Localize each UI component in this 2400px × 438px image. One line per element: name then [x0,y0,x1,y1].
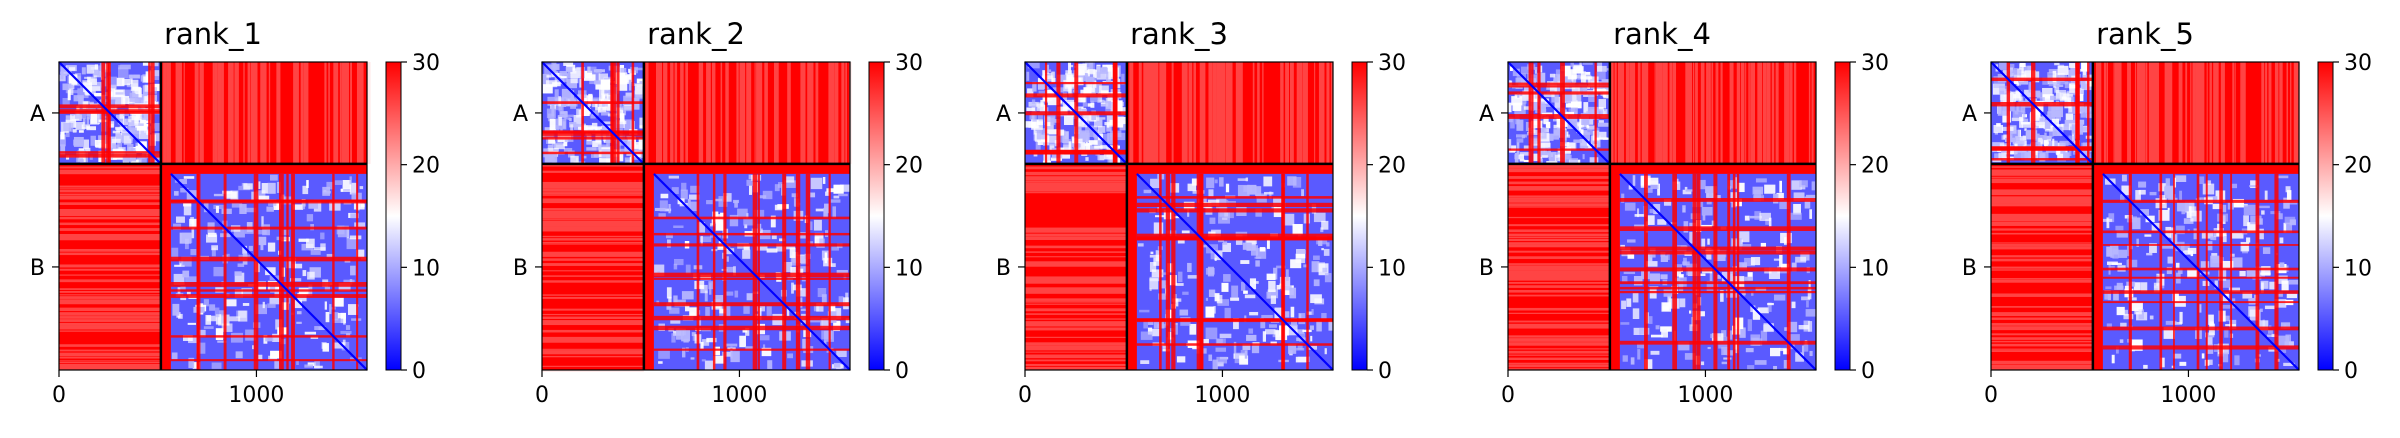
chain-b-block [1136,173,1334,371]
heatmap-panel-5: rank_5 A B 0 1000 0 10 20 30 [1962,17,2372,408]
colorbar [1351,61,1368,371]
offdiag-texture [1025,62,1334,371]
x-tick-label: 1000 [711,383,767,408]
colorbar-tick-label: 0 [1378,359,1392,384]
colorbar-tick-label: 30 [412,51,440,76]
colorbar-tick-label: 10 [1861,256,1889,281]
colorbar-tick-label: 30 [2344,51,2372,76]
y-tick-label: A [1962,102,1977,127]
colorbar-tick-label: 20 [2344,154,2372,179]
panel-title: rank_1 [164,17,262,51]
chain-b-block [170,173,368,371]
colorbar-tick-label: 10 [895,256,923,281]
x-tick-label: 0 [1018,383,1032,408]
chain-a-block [541,61,645,165]
y-tick-label: B [513,256,528,281]
x-tick-label: 1000 [228,383,284,408]
axes-frame [1990,61,2300,371]
x-tick-label: 1000 [1194,383,1250,408]
panel-title: rank_2 [647,17,745,51]
offdiag-texture [1991,62,2301,371]
x-tick-label: 0 [535,383,549,408]
y-tick-label: B [1479,256,1494,281]
axes-frame [1507,61,1817,371]
heatmap-panel-3: rank_3 A B 0 1000 0 10 20 30 [996,17,1406,408]
panel-title: rank_3 [1130,17,1228,51]
x-tick-label: 0 [1501,383,1515,408]
colorbar-tick-label: 20 [1378,154,1406,179]
panel-title: rank_5 [2096,17,2194,51]
colorbar-tick-label: 10 [412,256,440,281]
chain-a-block [58,61,162,165]
colorbar-tick-label: 10 [1378,256,1406,281]
y-tick-label: A [1479,102,1494,127]
chain-a-block [1024,61,1128,165]
axes-frame [58,61,368,371]
colorbar-tick-label: 30 [1378,51,1406,76]
offdiag-texture [1508,62,1817,370]
panel-title: rank_4 [1613,17,1711,51]
x-tick-label: 0 [52,383,66,408]
y-tick-label: B [1962,256,1977,281]
heatmap-panel-1: rank_1 A B 0 1000 0 10 20 30 [30,17,440,408]
colorbar [2317,61,2334,371]
colorbar-tick-label: 0 [1861,359,1875,384]
chain-b-block [1619,173,1817,371]
offdiag-texture [59,62,371,370]
colorbar-tick-label: 30 [895,51,923,76]
chain-b-block [653,173,851,371]
x-tick-label: 1000 [2160,383,2216,408]
axes-frame [541,61,851,371]
colorbar [868,61,885,371]
y-tick-label: A [513,102,528,127]
colorbar-tick-label: 0 [895,359,909,384]
colorbar-tick-label: 0 [2344,359,2358,384]
colorbar-tick-label: 0 [412,359,426,384]
chain-a-block [1507,61,1611,165]
chain-a-block [1990,61,2094,165]
colorbar-tick-label: 30 [1861,51,1889,76]
colorbar-tick-label: 20 [895,154,923,179]
y-tick-label: B [996,256,1011,281]
colorbar-tick-label: 20 [412,154,440,179]
x-tick-label: 0 [1984,383,1998,408]
x-tick-label: 1000 [1677,383,1733,408]
y-tick-label: B [30,256,45,281]
y-tick-label: A [996,102,1011,127]
colorbar-tick-label: 10 [2344,256,2372,281]
colorbar-tick-label: 20 [1861,154,1889,179]
chain-b-block [2102,173,2300,371]
axes-frame [1024,61,1334,371]
heatmap-panel-4: rank_4 A B 0 1000 0 10 20 30 [1479,17,1889,408]
heatmap-panel-2: rank_2 A B 0 1000 0 10 20 30 [513,17,923,408]
colorbar [385,61,402,371]
colorbar [1834,61,1851,371]
y-tick-label: A [30,102,45,127]
offdiag-texture [542,62,852,372]
